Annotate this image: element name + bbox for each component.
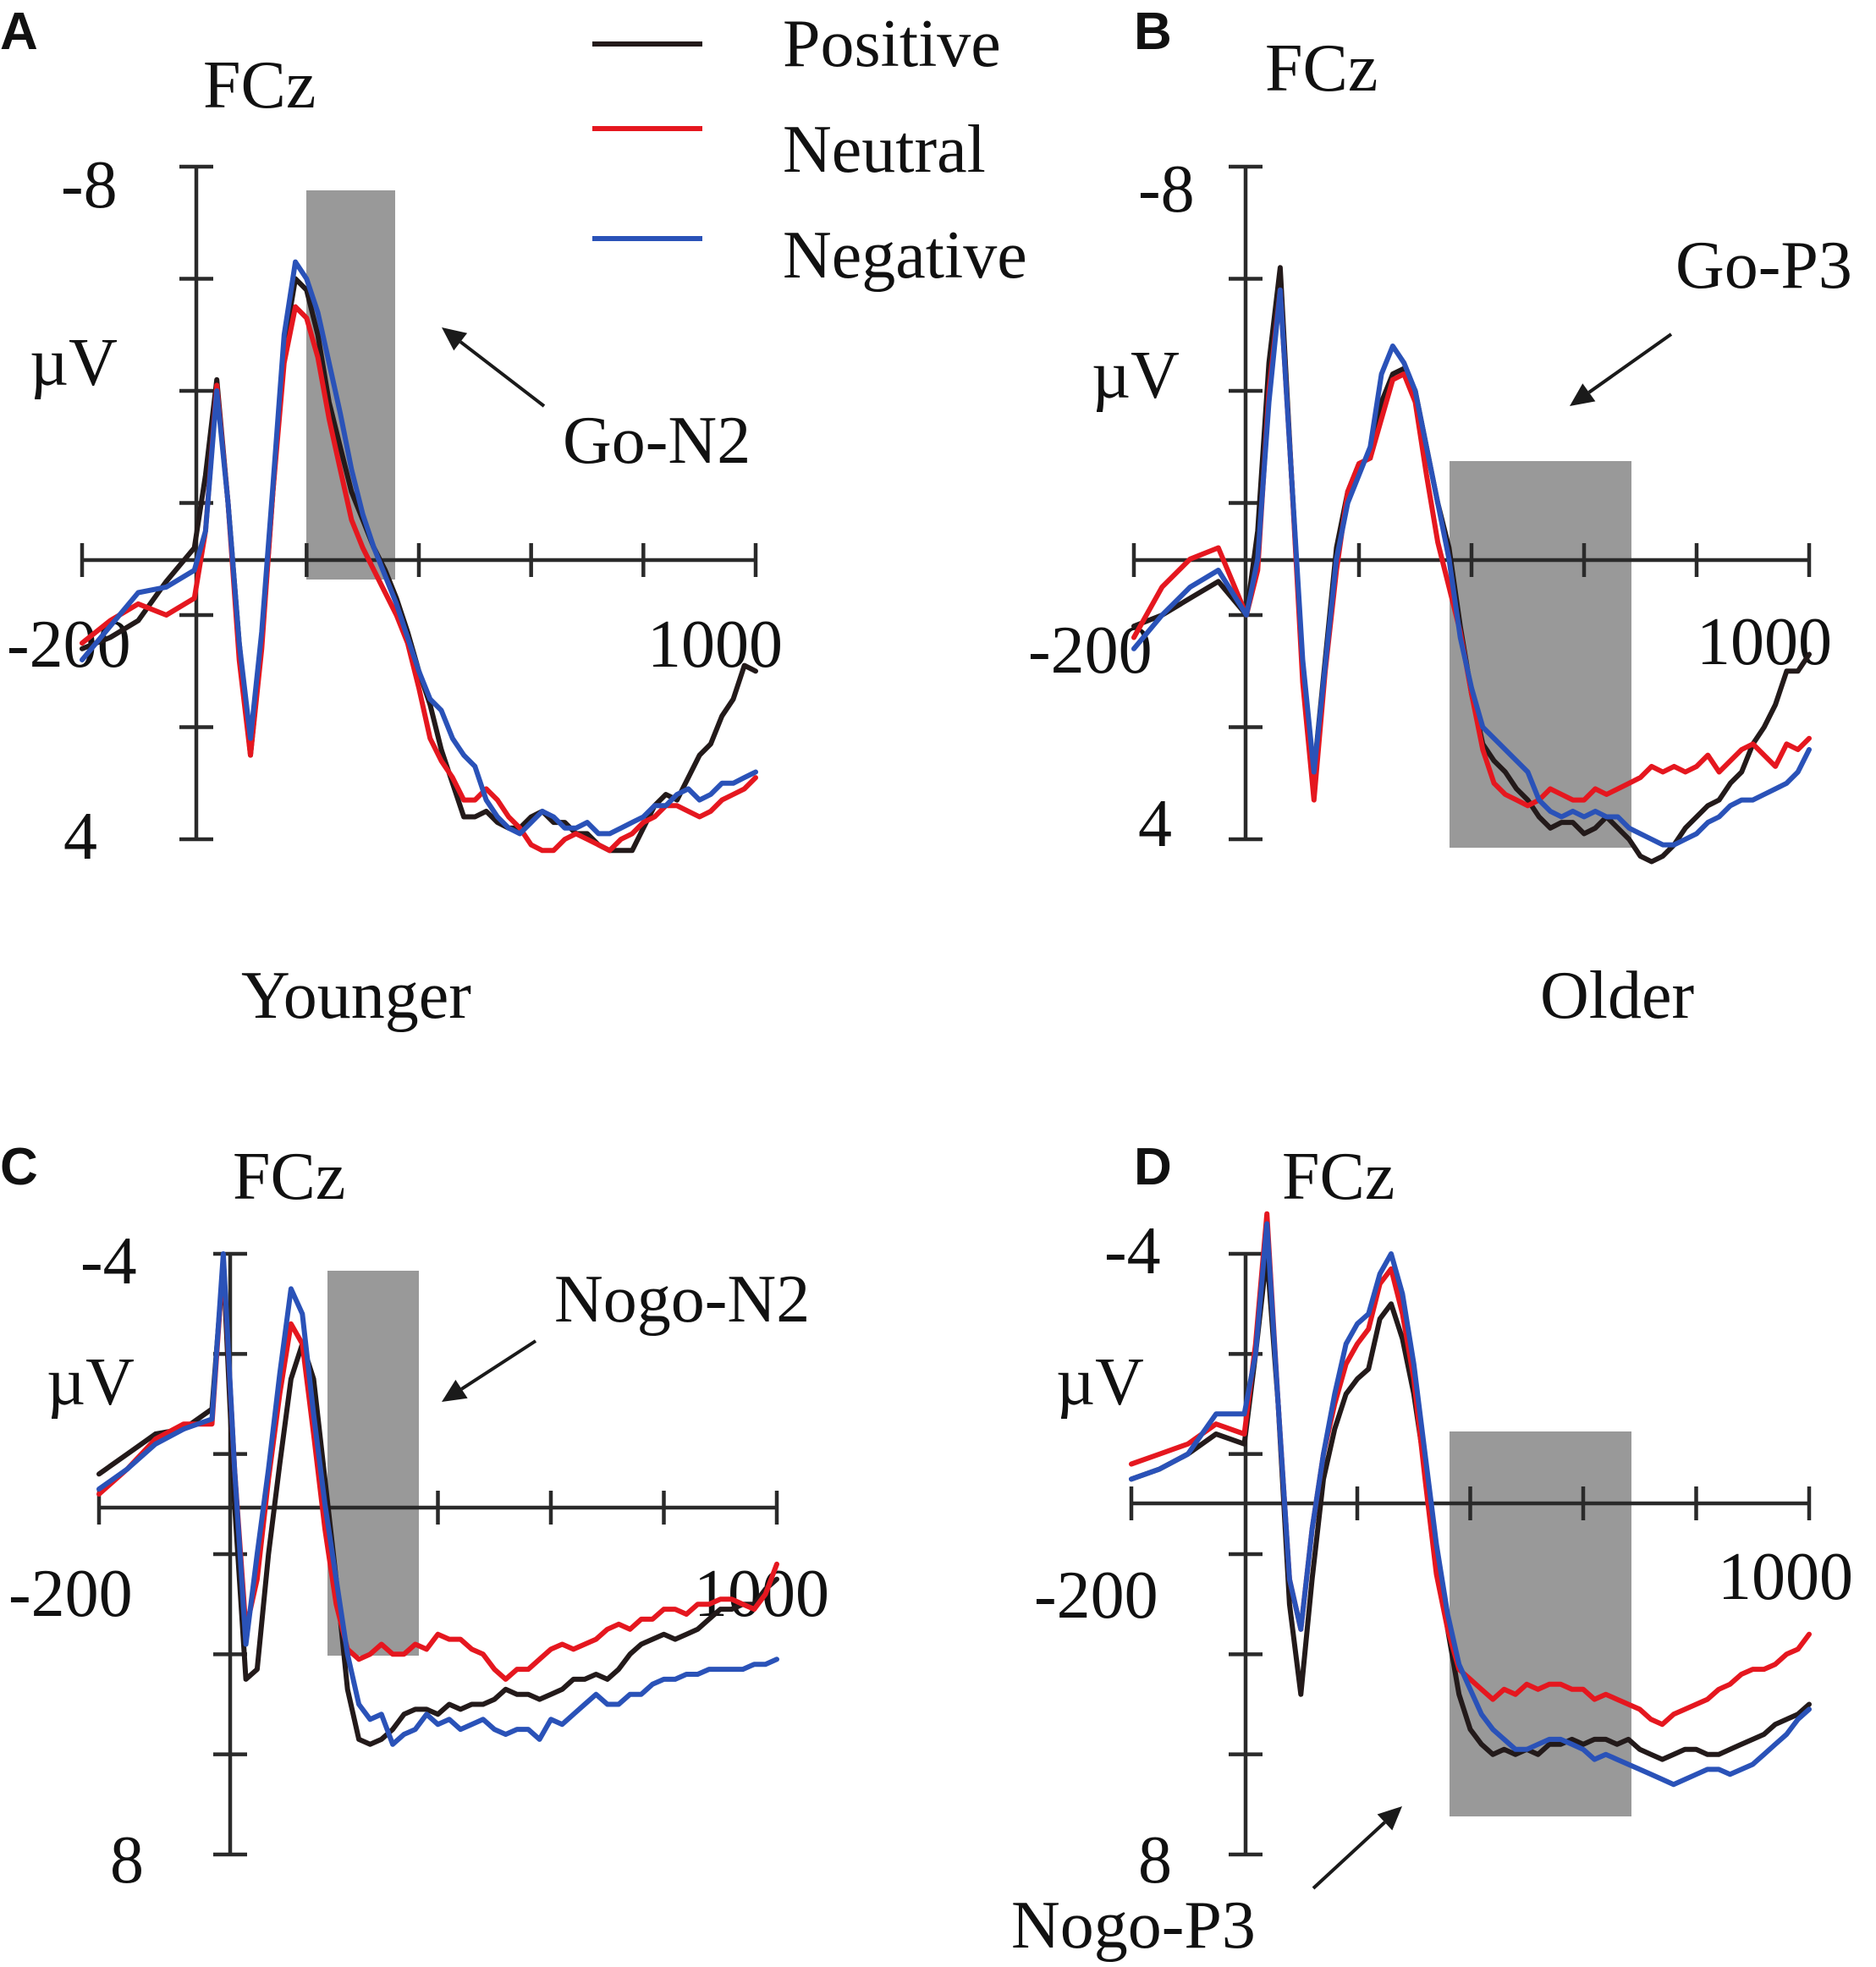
panel-title: FCz [1265, 31, 1378, 106]
group-label-younger: Younger [241, 959, 471, 1033]
series-line-positive [1129, 1251, 1812, 1762]
panel-letter-a: A [0, 3, 38, 61]
annotation-arrow [459, 340, 546, 408]
annotation-label: Nogo-N2 [554, 1262, 810, 1337]
annotation-arrow [1312, 1821, 1386, 1890]
y-axis-label: µV [1092, 338, 1180, 413]
panel-title: FCz [233, 1140, 345, 1214]
y-tick-label-bottom: 4 [63, 799, 97, 874]
y-tick-label-bottom: 8 [110, 1823, 144, 1898]
annotation-label: Go-P3 [1675, 228, 1852, 303]
annotation-arrowhead [1570, 383, 1596, 406]
y-tick-label-bottom: 4 [1138, 787, 1172, 861]
y-tick-label-top: -4 [80, 1224, 137, 1299]
y-tick-label-top: -8 [61, 148, 118, 223]
legend: Positive Neutral Negative [592, 7, 1027, 293]
legend-label-neutral: Neutral [783, 113, 986, 187]
y-tick-label-top: -4 [1104, 1214, 1161, 1288]
series-line-negative [80, 259, 758, 837]
series-line-positive [96, 1261, 779, 1747]
annotation-label: Nogo-P3 [1011, 1888, 1256, 1963]
panel-title: FCz [1282, 1140, 1395, 1214]
x-tick-label-end: 1000 [1718, 1540, 1853, 1614]
panel-title: FCz [203, 48, 316, 123]
panel-d: D FCz µV -4 8 -200 1000 Nogo-P3 [1011, 1138, 1853, 1963]
annotation-arrow [460, 1339, 537, 1391]
panel-letter-d: D [1134, 1138, 1172, 1196]
shaded-window-b [1450, 461, 1631, 848]
x-tick-label-end: 1000 [1697, 605, 1832, 679]
y-axis-label: µV [1056, 1345, 1144, 1420]
annotation-arrow [1587, 332, 1673, 394]
series-line-negative [96, 1251, 779, 1747]
panel-letter-b: B [1134, 3, 1172, 61]
y-axis-label: µV [30, 326, 118, 400]
panel-letter-c: C [0, 1138, 38, 1196]
annotation-label: Go-N2 [563, 404, 751, 478]
annotation-arrowhead [442, 327, 468, 351]
shaded-window-c [327, 1271, 419, 1656]
annotation-arrowhead [1377, 1806, 1402, 1831]
legend-label-positive: Positive [783, 7, 1001, 81]
y-tick-label-top: -8 [1138, 152, 1195, 227]
annotation-arrowhead [442, 1379, 468, 1402]
y-tick-label-bottom: 8 [1138, 1823, 1172, 1898]
x-tick-label-end: 1000 [647, 607, 783, 682]
legend-label-negative: Negative [783, 218, 1027, 293]
x-tick-label-start: -200 [8, 1557, 133, 1631]
series-line-negative [1129, 1221, 1812, 1788]
x-tick-label-start: -200 [1034, 1558, 1158, 1633]
group-label-older: Older [1540, 959, 1694, 1033]
y-axis-label: µV [47, 1345, 135, 1420]
shaded-window-d [1450, 1431, 1631, 1816]
series-line-neutral [80, 304, 758, 854]
series-line-negative [1131, 287, 1812, 848]
